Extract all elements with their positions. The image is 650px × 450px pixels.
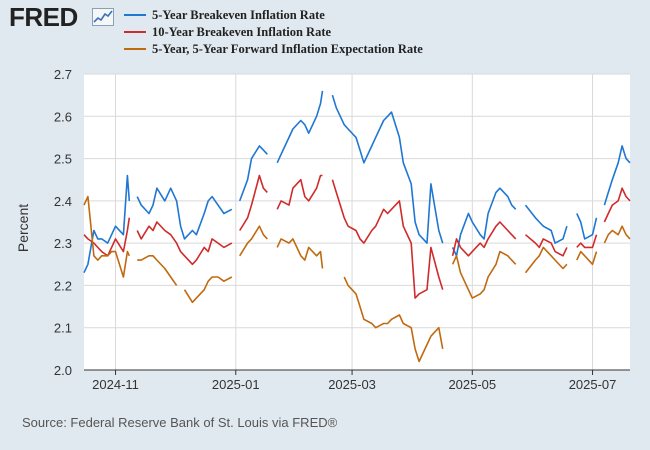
legend-swatch [124,31,146,34]
y-tick-label: 2.0 [54,363,72,378]
series-2 [83,195,631,363]
gridlines [84,73,630,371]
y-tick-label: 2.1 [54,321,72,336]
series-line[interactable] [603,145,631,206]
series-line[interactable] [137,255,178,286]
series-line[interactable] [576,234,598,249]
line-chart[interactable]: 2.02.12.22.32.42.52.62.7 2024-11 2025-01 2… [0,64,650,410]
y-tick-label: 2.4 [54,194,72,209]
x-tick-label: 2025-01 [212,377,260,392]
series-lines [83,90,631,363]
series-line[interactable] [239,174,268,231]
series-line[interactable] [603,225,631,244]
series-0 [83,90,631,274]
legend-item-10yr-breakeven[interactable]: 10-Year Breakeven Inflation Rate [124,24,423,41]
x-tick-label: 2025-07 [569,377,617,392]
series-line[interactable] [238,145,268,202]
series-line[interactable] [576,250,598,266]
series-line[interactable] [136,187,233,240]
chart-header: FRED 5-Year Breakeven Inflation Rate 10-… [0,0,650,70]
legend-label: 5-Year Breakeven Inflation Rate [152,8,325,22]
chart-legend: 5-Year Breakeven Inflation Rate 10-Year … [124,7,423,58]
source-note: Source: Federal Reserve Bank of St. Loui… [22,415,338,430]
legend-label: 5-Year, 5-Year Forward Inflation Expecta… [152,42,423,56]
x-tick-label: 2025-05 [448,377,496,392]
y-tick-label: 2.3 [54,236,72,251]
legend-swatch [124,14,146,17]
series-line[interactable] [83,195,131,278]
series-line[interactable] [276,238,324,269]
chart-trend-icon [92,8,114,26]
x-tick-label: 2025-03 [328,377,376,392]
y-axis-label: Percent [15,204,31,252]
legend-item-5y5y-forward[interactable]: 5-Year, 5-Year Forward Inflation Expecta… [124,41,423,58]
series-line[interactable] [451,250,517,299]
plot-area [84,74,630,370]
x-axis-ticks: 2024-11 2025-01 2025-03 2025-05 2025-07 [84,369,630,392]
legend-swatch [124,48,146,51]
series-line[interactable] [524,234,568,257]
series-line[interactable] [576,213,598,240]
series-line[interactable] [451,187,517,257]
fred-logo[interactable]: FRED [9,2,78,32]
legend-label: 10-Year Breakeven Inflation Rate [152,25,332,39]
y-axis-ticks: 2.0 2.1 2.2 2.3 2.4 2.5 2.6 2.7 [54,67,72,378]
series-line[interactable] [276,90,324,164]
series-line[interactable] [183,276,233,304]
series-line[interactable] [524,204,568,244]
series-line[interactable] [136,221,233,266]
series-line[interactable] [239,225,268,257]
series-line[interactable] [603,187,631,223]
series-line[interactable] [343,276,444,363]
series-1 [83,174,631,299]
series-line[interactable] [524,246,568,274]
y-tick-label: 2.6 [54,109,72,124]
y-tick-label: 2.7 [54,67,72,82]
series-line[interactable] [451,221,517,257]
series-line[interactable] [331,179,444,299]
y-tick-label: 2.2 [54,278,72,293]
x-tick-label: 2024-11 [92,377,139,392]
legend-item-5yr-breakeven[interactable]: 5-Year Breakeven Inflation Rate [124,7,423,24]
y-tick-label: 2.5 [54,152,72,167]
series-line[interactable] [331,94,444,244]
series-line[interactable] [276,174,323,210]
